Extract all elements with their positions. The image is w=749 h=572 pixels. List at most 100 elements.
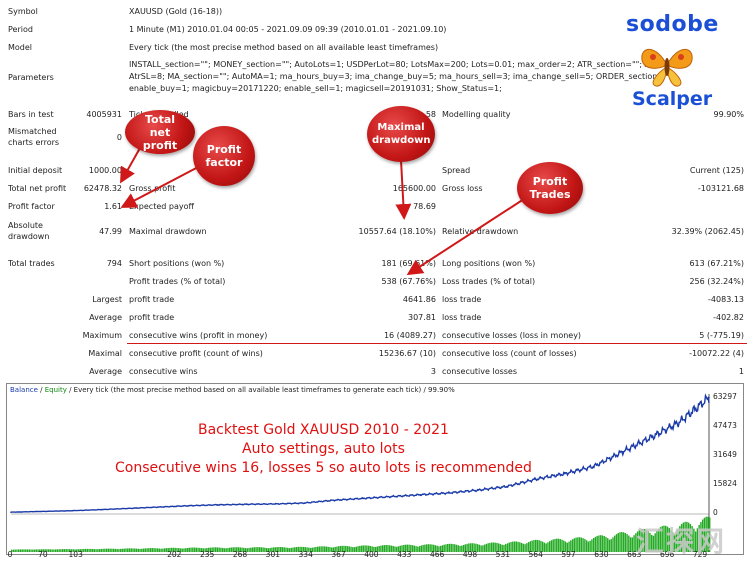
volume-bar xyxy=(192,547,194,552)
volume-bar xyxy=(283,547,285,552)
volume-bar xyxy=(376,546,379,552)
volume-bar xyxy=(661,526,663,552)
volume-bar xyxy=(302,546,305,552)
long-positions-value: 613 (67.21%) xyxy=(689,259,744,268)
volume-bar xyxy=(134,548,136,552)
volume-bar xyxy=(86,548,89,552)
volume-bar xyxy=(181,548,183,552)
balance-point xyxy=(447,492,450,494)
volume-bar xyxy=(158,548,161,552)
balance-point xyxy=(187,504,190,507)
volume-bar xyxy=(295,547,298,552)
volume-bar xyxy=(125,548,127,552)
volume-bar xyxy=(684,521,686,552)
volume-bar xyxy=(658,528,660,552)
volume-bar xyxy=(563,540,565,552)
expected-payoff-value: 78.69 xyxy=(413,202,436,211)
volume-bar xyxy=(466,543,468,552)
volume-bar xyxy=(564,541,567,552)
balance-point xyxy=(622,450,624,453)
bubble-profit-trades: Profit Trades xyxy=(517,162,583,214)
parameters-line-2: AtrSL=8; MA_section=""; AutoMA=1; ma_hou… xyxy=(129,72,675,81)
logo-scalper: Scalper xyxy=(632,88,713,110)
bubble-total-net-profit: Total net profit xyxy=(125,110,195,154)
volume-bar xyxy=(269,547,271,552)
volume-bar xyxy=(100,548,103,552)
volume-bar xyxy=(186,547,189,552)
period-label: Period xyxy=(8,25,33,34)
volume-bar xyxy=(536,539,539,552)
volume-bar xyxy=(225,548,227,552)
x-tick-label: 663 xyxy=(627,550,642,559)
volume-bar xyxy=(447,543,449,552)
volume-bar xyxy=(199,547,201,552)
volume-bar xyxy=(209,547,212,552)
volume-bar xyxy=(352,547,354,552)
x-tick-label: 301 xyxy=(265,550,280,559)
volume-bar xyxy=(79,549,81,552)
maximal-loss-value: -10072.22 (4) xyxy=(689,349,744,358)
volume-bar xyxy=(529,541,532,552)
volume-bar xyxy=(149,548,152,552)
volume-bar xyxy=(141,548,143,552)
average-profit-value: 307.81 xyxy=(408,313,436,322)
volume-bar xyxy=(533,540,535,552)
volume-bar xyxy=(594,536,597,552)
balance-point xyxy=(303,502,306,504)
volume-bar xyxy=(468,543,470,552)
volume-bar xyxy=(483,544,486,552)
volume-bar xyxy=(659,527,662,552)
volume-bar xyxy=(105,548,108,552)
volume-bar xyxy=(246,548,248,552)
chart-header-equity: Equity xyxy=(44,386,67,394)
chart-overlay-text: Backtest Gold XAUUSD 2010 - 2021 Auto se… xyxy=(115,421,532,478)
volume-bar xyxy=(315,546,317,552)
relative-drawdown-label: Relative drawdown xyxy=(442,227,519,236)
maximal-drawdown-value: 10557.64 (18.10%) xyxy=(358,227,436,236)
volume-bar xyxy=(599,535,602,552)
volume-bar xyxy=(429,544,431,552)
volume-bar xyxy=(598,535,600,552)
volume-bar xyxy=(227,547,229,552)
volume-bar xyxy=(408,544,410,552)
volume-bar xyxy=(626,534,628,552)
volume-bar xyxy=(596,535,598,552)
volume-bar xyxy=(72,549,74,552)
x-tick-label: 334 xyxy=(298,550,313,559)
volume-bar xyxy=(394,546,396,552)
total-trades-value: 794 xyxy=(106,259,122,268)
volume-bar xyxy=(116,548,118,552)
volume-bar xyxy=(645,529,648,552)
average-consecutive-wins-label: consecutive wins xyxy=(129,367,198,376)
volume-bar xyxy=(332,547,335,552)
volume-bar xyxy=(679,526,681,552)
volume-bar xyxy=(689,524,692,552)
volume-bar xyxy=(461,545,463,552)
volume-bar xyxy=(499,544,502,552)
volume-bar xyxy=(371,546,373,552)
volume-bar xyxy=(462,544,465,552)
absolute-drawdown-label-a: Absolute xyxy=(8,221,43,230)
watermark: 汇探网 xyxy=(636,525,727,558)
absolute-drawdown-value: 47.99 xyxy=(99,227,122,236)
balance-point xyxy=(593,465,595,468)
volume-bar xyxy=(519,542,521,552)
absolute-drawdown-label-b: drawdown xyxy=(8,232,50,241)
volume-bar xyxy=(97,549,99,552)
volume-bar xyxy=(592,538,595,552)
y-tick-label: 63297 xyxy=(713,392,737,401)
volume-bar xyxy=(345,545,347,552)
volume-bar xyxy=(675,531,677,552)
volume-bar xyxy=(329,547,331,552)
volume-bar xyxy=(575,537,577,552)
volume-bar xyxy=(153,548,155,552)
volume-bar xyxy=(473,543,475,552)
volume-bar xyxy=(496,542,498,552)
volume-bar xyxy=(615,534,618,552)
volume-bar xyxy=(457,545,459,552)
volume-bar xyxy=(204,548,206,552)
volume-bar xyxy=(30,549,32,552)
volume-bar xyxy=(485,543,488,552)
volume-bar xyxy=(411,545,414,552)
volume-bar xyxy=(577,537,579,552)
